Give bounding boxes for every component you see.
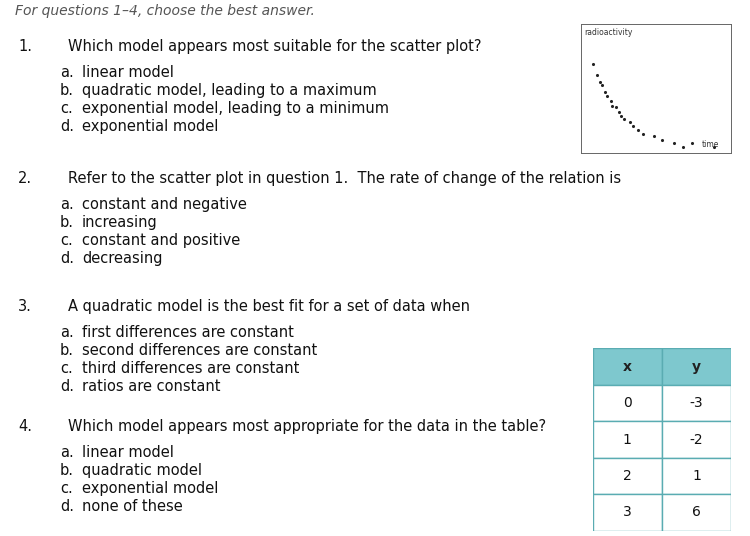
Point [604,97,616,106]
Point [596,81,608,90]
Text: c.: c. [60,361,73,376]
Text: -3: -3 [690,396,703,410]
Point [677,143,689,151]
Text: d.: d. [60,251,74,266]
Bar [662,348,731,385]
Text: decreasing: decreasing [82,251,163,266]
Text: constant and positive: constant and positive [82,233,240,248]
Text: For questions 1–4, choose the best answer.: For questions 1–4, choose the best answe… [15,4,315,18]
Text: c.: c. [60,233,73,248]
Bar [592,421,662,458]
Text: a.: a. [60,197,74,212]
Text: a.: a. [60,325,74,340]
Text: b.: b. [60,463,74,478]
Text: exponential model, leading to a minimum: exponential model, leading to a minimum [82,101,389,116]
Point [627,122,639,130]
Text: 3: 3 [622,505,632,519]
Text: increasing: increasing [82,215,158,230]
Text: exponential model: exponential model [82,481,218,496]
Point [610,103,622,111]
Text: Which model appears most appropriate for the data in the table?: Which model appears most appropriate for… [68,419,546,434]
Text: 2.: 2. [18,171,32,186]
Text: 1: 1 [622,433,632,446]
Point [614,108,626,116]
Point [587,59,599,68]
Text: 1: 1 [692,469,701,483]
Text: -2: -2 [690,433,703,446]
Bar [592,385,662,421]
Text: d.: d. [60,499,74,514]
Text: time: time [702,140,719,149]
Point [598,88,610,96]
Bar [662,494,731,531]
Bar [592,348,662,385]
Text: y: y [692,360,701,374]
Point [686,139,698,147]
Text: b.: b. [60,343,74,358]
Text: b.: b. [60,215,74,230]
Text: 3.: 3. [18,299,32,314]
Text: c.: c. [60,101,73,116]
Text: constant and negative: constant and negative [82,197,247,212]
Text: radioactivity: radioactivity [584,28,632,37]
Text: 6: 6 [692,505,701,519]
Text: second differences are constant: second differences are constant [82,343,317,358]
Text: c.: c. [60,481,73,496]
Text: linear model: linear model [82,65,174,80]
Point [708,143,720,152]
Text: a.: a. [60,445,74,460]
Bar [592,458,662,494]
Point [601,91,613,100]
Text: 0: 0 [622,396,632,410]
Point [648,132,660,140]
Point [618,114,630,123]
Bar [662,385,731,421]
Text: quadratic model: quadratic model [82,463,202,478]
Point [623,118,635,126]
Text: ratios are constant: ratios are constant [82,379,220,394]
Point [606,102,618,110]
Text: A quadratic model is the best fit for a set of data when: A quadratic model is the best fit for a … [68,299,470,314]
Text: 4.: 4. [18,419,32,434]
Text: x: x [622,360,632,374]
Point [591,71,603,79]
Text: 2: 2 [622,469,632,483]
Text: none of these: none of these [82,499,183,514]
Text: b.: b. [60,83,74,98]
Text: Refer to the scatter plot in question 1.  The rate of change of the relation is: Refer to the scatter plot in question 1.… [68,171,621,186]
Text: first differences are constant: first differences are constant [82,325,294,340]
Text: a.: a. [60,65,74,80]
Bar [662,458,731,494]
Text: exponential model: exponential model [82,119,218,134]
Point [638,130,650,139]
Text: third differences are constant: third differences are constant [82,361,299,376]
Text: d.: d. [60,119,74,134]
Bar [662,421,731,458]
Point [656,136,668,144]
Point [668,138,680,147]
Text: quadratic model, leading to a maximum: quadratic model, leading to a maximum [82,83,376,98]
Point [615,111,627,120]
Bar [592,494,662,531]
Point [594,78,606,87]
Text: 1.: 1. [18,39,32,54]
Text: linear model: linear model [82,445,174,460]
Text: d.: d. [60,379,74,394]
Text: Which model appears most suitable for the scatter plot?: Which model appears most suitable for th… [68,39,482,54]
Point [632,125,644,134]
